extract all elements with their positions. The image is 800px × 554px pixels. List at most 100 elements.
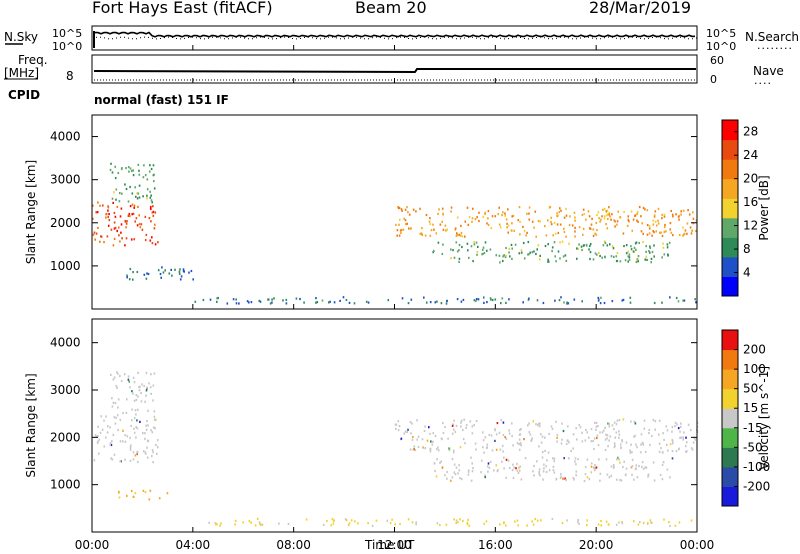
power-heatmap-cell (608, 213, 610, 216)
power-heatmap-cell (675, 296, 678, 300)
velocity-heatmap-cell (540, 433, 542, 436)
velocity-heatmap-cell (326, 520, 328, 523)
power-heatmap-cell (147, 272, 150, 276)
velocity-heatmap-cell (489, 460, 492, 463)
power-heatmap-cell (114, 215, 117, 218)
power-heatmap-cell (119, 192, 121, 195)
power-heatmap-cell (133, 204, 136, 207)
power-heatmap-cell (478, 219, 480, 223)
power-heatmap-cell (606, 209, 609, 212)
power-heatmap-cell (144, 215, 147, 218)
power-heatmap-cell (131, 203, 134, 206)
velocity-heatmap-cell (586, 476, 589, 479)
velocity-heatmap-cell (119, 418, 122, 421)
velocity-heatmap-cell (652, 461, 655, 464)
velocity-ylabel: Slant Range [km] (24, 373, 38, 477)
power-heatmap-cell (619, 260, 622, 263)
power-heatmap-cell (571, 224, 574, 227)
power-heatmap-cell (605, 210, 608, 213)
velocity-heatmap-cell (440, 460, 442, 463)
power-heatmap-cell (691, 229, 694, 232)
power-heatmap-cell (250, 301, 253, 304)
power-heatmap-cell (226, 302, 229, 305)
velocity-heatmap-cell (505, 524, 507, 527)
velocity-heatmap-cell (103, 445, 106, 448)
velocity-heatmap-cell (563, 457, 565, 460)
velocity-heatmap-cell (144, 452, 147, 455)
power-heatmap-cell (505, 218, 508, 221)
power-heatmap-cell (526, 231, 528, 234)
power-heatmap-cell (550, 223, 553, 226)
velocity-heatmap-cell (505, 437, 508, 440)
power-heatmap-cell (514, 243, 517, 246)
velocity-heatmap-cell (414, 449, 417, 452)
power-heatmap-cell (468, 256, 470, 259)
power-heatmap-cell (597, 299, 600, 302)
velocity-heatmap-cell (613, 465, 615, 468)
power-heatmap-cell (577, 247, 580, 250)
power-heatmap-cell (589, 243, 592, 246)
velocity-heatmap-cell (137, 395, 139, 398)
velocity-heatmap-cell (484, 474, 486, 477)
velocity-heatmap-cell (470, 479, 473, 482)
velocity-heatmap-cell (413, 445, 416, 448)
velocity-heatmap-cell (644, 450, 647, 453)
power-heatmap-cell (522, 301, 524, 304)
power-heatmap-cell (544, 225, 546, 228)
velocity-heatmap-cell (442, 421, 444, 425)
power-heatmap-cell (559, 223, 562, 226)
velocity-heatmap-cell (435, 475, 438, 478)
velocity-heatmap-cell (677, 427, 680, 430)
velocity-heatmap-cell (453, 471, 456, 474)
power-heatmap-cell (472, 260, 474, 263)
velocity-heatmap-cell (507, 459, 510, 462)
power-heatmap-cell (437, 212, 439, 215)
power-heatmap-cell (596, 213, 598, 217)
power-heatmap-cell (601, 256, 603, 259)
velocity-heatmap-cell (547, 451, 550, 454)
power-heatmap-cell (522, 225, 524, 228)
power-heatmap-cell (539, 254, 541, 257)
velocity-heatmap-cell (518, 443, 520, 446)
velocity-heatmap-cell (132, 458, 135, 461)
velocity-heatmap-cell (669, 524, 671, 528)
velocity-heatmap-cell (447, 437, 449, 440)
velocity-heatmap-cell (577, 521, 579, 524)
power-heatmap-cell (456, 216, 459, 219)
power-heatmap-cell (686, 222, 689, 225)
velocity-heatmap-cell (145, 389, 148, 392)
velocity-heatmap-cell (250, 521, 252, 524)
power-heatmap-cell (178, 270, 181, 273)
cpid-value: normal (fast) 151 IF (94, 93, 229, 107)
power-heatmap-cell (550, 216, 553, 219)
velocity-heatmap-cell (590, 440, 593, 443)
velocity-heatmap-cell (248, 520, 251, 523)
power-heatmap-cell (131, 192, 134, 195)
velocity-heatmap-cell (641, 441, 644, 445)
freq-label-line2: [MHz] (4, 66, 40, 80)
power-heatmap-cell (596, 229, 598, 232)
power-heatmap-cell (589, 244, 591, 248)
velocity-heatmap-cell (594, 464, 596, 467)
velocity-heatmap-cell (471, 432, 474, 435)
power-heatmap-cell (216, 300, 218, 303)
power-heatmap-cell (627, 260, 629, 263)
velocity-heatmap-cell (94, 434, 97, 437)
velocity-heatmap-cell (512, 463, 514, 466)
velocity-heatmap-cell (631, 465, 634, 468)
velocity-heatmap-cell (118, 490, 120, 493)
power-heatmap-cell (651, 234, 653, 237)
velocity-heatmap-cell (562, 477, 564, 480)
power-heatmap-cell (510, 243, 513, 246)
velocity-heatmap-cell (430, 440, 432, 443)
power-heatmap-cell (407, 302, 410, 305)
power-heatmap-cell (646, 233, 649, 236)
velocity-heatmap-cell (658, 419, 661, 422)
velocity-heatmap-cell (556, 436, 558, 439)
power-heatmap-cell (632, 218, 635, 221)
velocity-heatmap-cell (130, 489, 133, 493)
power-heatmap-cell (556, 223, 559, 226)
velocity-heatmap-cell (129, 448, 132, 451)
velocity-heatmap-cell (671, 438, 673, 442)
power-heatmap-cell (269, 302, 272, 305)
